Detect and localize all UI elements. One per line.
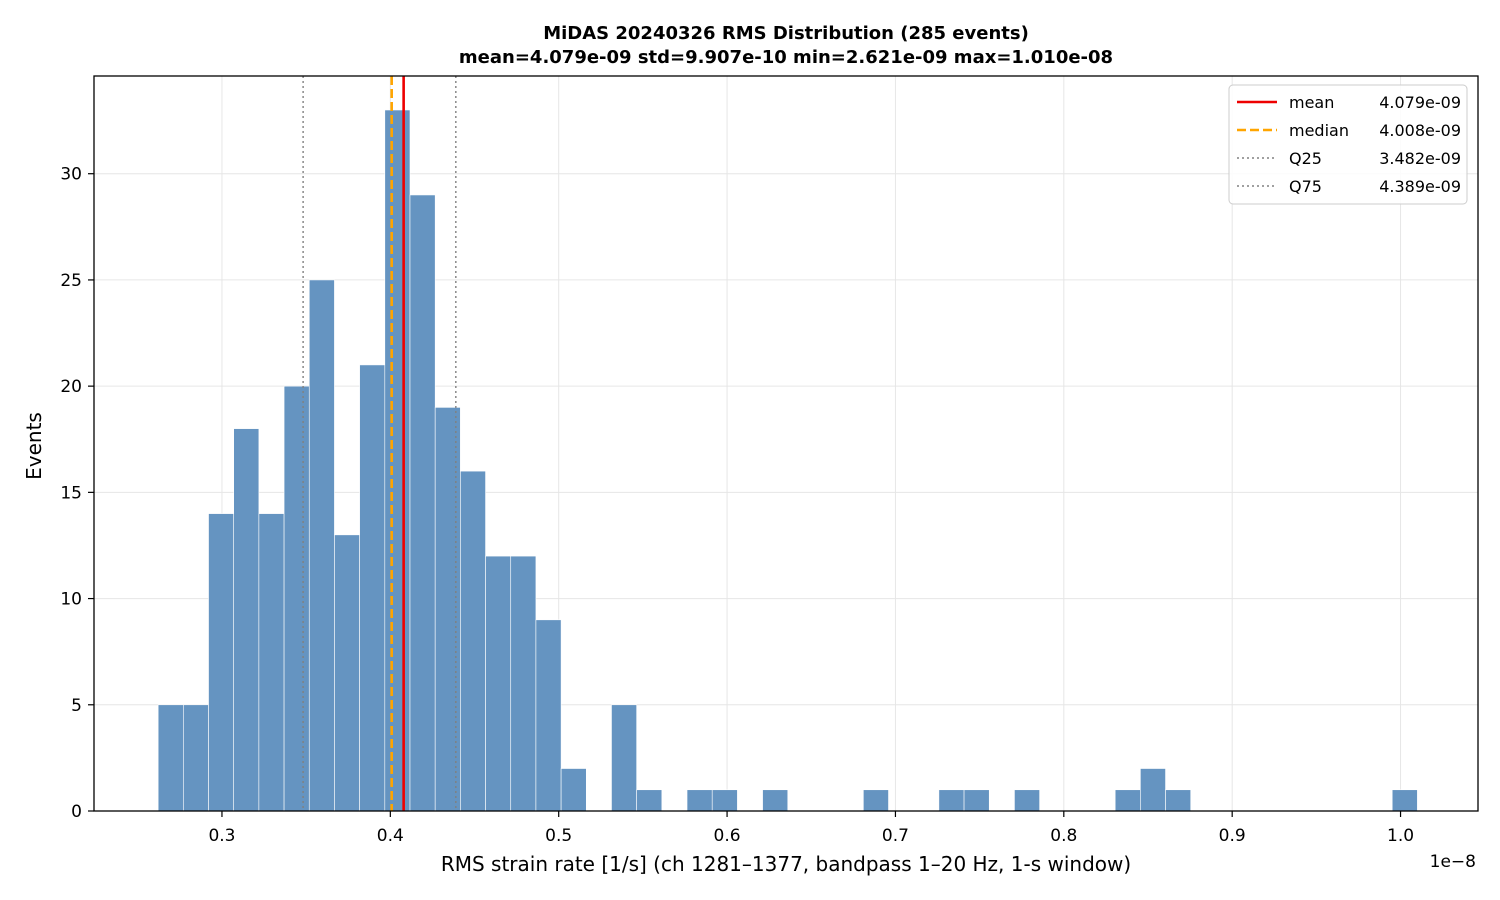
x-tick-label: 0.8 — [1050, 826, 1077, 846]
chart-title-line1: MiDAS 20240326 RMS Distribution (285 eve… — [543, 23, 1029, 44]
histogram-bar — [334, 534, 360, 812]
histogram-bar — [686, 789, 713, 812]
histogram-bar — [1165, 789, 1192, 812]
legend-box — [1228, 84, 1468, 205]
x-tick-label: 0.7 — [882, 826, 909, 846]
x-tick-label: 0.6 — [714, 826, 741, 846]
histogram-bar — [460, 470, 486, 812]
legend-entry-value: 4.008e-09 — [1379, 121, 1461, 140]
histogram-bar — [1114, 789, 1141, 812]
y-tick-label: 0 — [71, 802, 82, 822]
histogram-bar — [208, 513, 235, 812]
x-axis-offset-label: 1e−8 — [1430, 852, 1476, 872]
histogram-bar — [485, 555, 512, 812]
histogram-bar — [611, 704, 637, 812]
histogram-bar — [308, 279, 335, 812]
y-tick-label: 20 — [60, 377, 82, 397]
legend-entry-value: 4.079e-09 — [1379, 93, 1461, 112]
histogram-bar — [1014, 789, 1040, 812]
legend-entry-name: Q75 — [1289, 177, 1322, 196]
histogram-bar — [409, 194, 436, 812]
y-tick-label: 15 — [60, 483, 82, 503]
histogram-bar — [183, 704, 209, 812]
legend: mean 4.079e-09 median 4.008e-09 Q25 3.482e-09… — [1228, 84, 1468, 205]
legend-entry-value: 3.482e-09 — [1379, 149, 1461, 168]
histogram-bars — [157, 109, 1418, 812]
reference-lines — [302, 76, 457, 811]
histogram-bar — [434, 407, 461, 812]
legend-entry-name: median — [1289, 121, 1349, 140]
x-tick-label: 0.3 — [208, 826, 235, 846]
plot-frame — [93, 75, 1479, 812]
histogram-bar — [535, 619, 562, 812]
y-tick-label: 25 — [60, 271, 82, 291]
legend-entry-name: mean — [1289, 93, 1334, 112]
histogram-bar — [762, 789, 789, 812]
y-tick-label: 10 — [60, 590, 82, 610]
histogram-bar — [1140, 768, 1166, 812]
histogram-bar — [510, 555, 537, 812]
x-axis-label: RMS strain rate [1/s] (ch 1281–1377, ban… — [441, 852, 1131, 876]
y-axis-label: Events — [22, 412, 46, 480]
chart-title-line2: mean=4.079e-09 std=9.907e-10 min=2.621e-… — [459, 47, 1113, 68]
x-tick-label: 0.4 — [377, 826, 404, 846]
x-tick-label: 0.5 — [545, 826, 572, 846]
y-tick-label: 5 — [71, 696, 82, 716]
histogram-bar — [157, 704, 184, 812]
histogram-bar — [863, 789, 889, 812]
histogram-bar — [233, 428, 260, 812]
histogram-bar — [636, 789, 663, 812]
y-axis-ticks: 0 5 10 15 20 25 30 — [60, 165, 94, 822]
histogram-bar — [384, 109, 411, 812]
x-axis-ticks: 0.3 0.4 0.5 0.6 0.7 0.8 0.9 1.0 — [208, 811, 1414, 846]
histogram-bar — [258, 513, 285, 812]
histogram-bar — [938, 789, 965, 812]
histogram-bar — [359, 364, 386, 812]
histogram-bar — [560, 768, 587, 812]
x-tick-label: 0.9 — [1219, 826, 1246, 846]
y-tick-label: 30 — [60, 165, 82, 185]
legend-entry-name: Q25 — [1289, 149, 1322, 168]
histogram-bar — [963, 789, 990, 812]
x-tick-label: 1.0 — [1387, 826, 1414, 846]
histogram-bar — [711, 789, 738, 812]
legend-entry-value: 4.389e-09 — [1379, 177, 1461, 196]
histogram-bar — [283, 385, 310, 812]
histogram-bar — [1391, 789, 1418, 812]
